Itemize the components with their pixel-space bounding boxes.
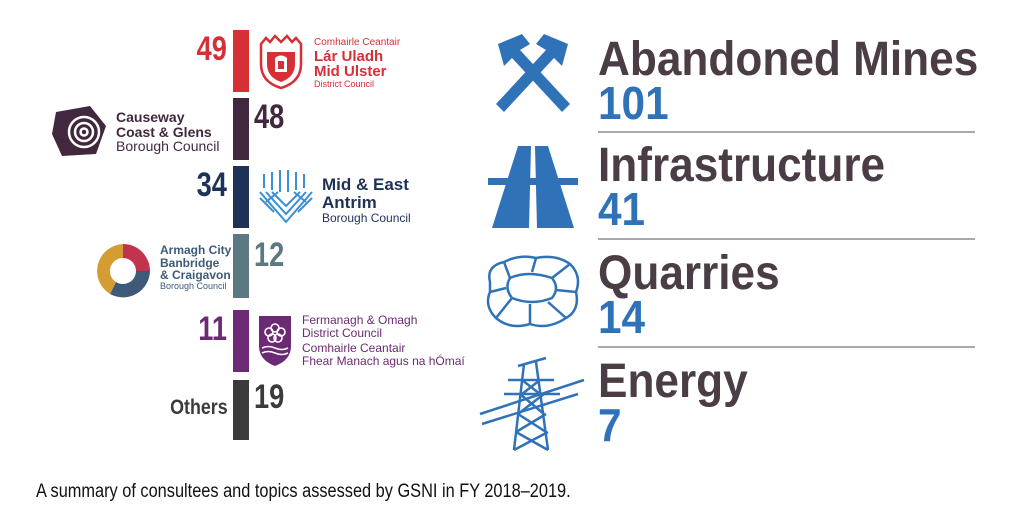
fermanagh-omagh-name: Fermanagh & Omagh District Council Comha…: [302, 314, 465, 367]
mid-ulster-line-1: Comhairle Ceantair: [314, 37, 401, 48]
mid-east-antrim-line-2: Antrim: [322, 192, 377, 212]
topic-value-energy: 7: [598, 399, 622, 451]
bar-others: [233, 380, 249, 440]
mid-ulster-crest-icon: [256, 34, 306, 95]
bar-fermanagh-omagh: [233, 310, 249, 372]
figure-caption: A summary of consultees and topics asses…: [36, 481, 571, 502]
mid-ulster-name: Comhairle Ceantair Lár Uladh Mid Ulster …: [314, 37, 401, 89]
bar-causeway: [233, 98, 249, 160]
fermanagh-omagh-line-2: District Council: [302, 325, 383, 340]
topic-label-quarries: Quarries: [598, 247, 780, 300]
armagh-line-2: Banbridge: [160, 255, 220, 270]
power-pylon-icon: [478, 354, 586, 457]
quarry-pit-icon: [480, 252, 584, 337]
divider-3: [598, 346, 975, 348]
count-others: 19: [254, 378, 285, 416]
fermanagh-omagh-line-4: Fhear Manach agus na hÓmaí: [302, 353, 465, 368]
mid-east-antrim-waves-icon: [256, 168, 316, 231]
road-icon: [488, 142, 578, 235]
topic-label-infrastructure: Infrastructure: [598, 139, 886, 192]
topic-value-infrastructure: 41: [598, 183, 646, 235]
divider-1: [598, 131, 975, 133]
bar-mid-ulster: [233, 30, 249, 92]
bar-mid-east-antrim: [233, 166, 249, 228]
fermanagh-omagh-crest-icon: [256, 312, 294, 373]
count-armagh: 12: [254, 236, 285, 274]
topic-label-energy: Energy: [598, 355, 748, 408]
count-mid-ulster: 49: [196, 30, 227, 68]
mid-ulster-line-4: District Council: [314, 79, 375, 89]
topic-value-quarries: 14: [598, 291, 646, 343]
count-fermanagh-omagh: 11: [198, 310, 227, 348]
causeway-swirl-icon: [50, 104, 108, 163]
causeway-line-1: Causeway: [116, 109, 185, 125]
crossed-hammers-icon: [492, 32, 574, 121]
mid-ulster-line-2: Lár Uladh: [314, 47, 384, 65]
mid-east-antrim-line-3: Borough Council: [322, 210, 411, 225]
causeway-line-3: Borough Council: [116, 138, 220, 155]
causeway-name: Causeway Coast & Glens Borough Council: [116, 110, 220, 154]
armagh-name: Armagh City Banbridge & Craigavon Boroug…: [160, 244, 231, 291]
count-mid-east-antrim: 34: [196, 166, 227, 204]
divider-2: [598, 238, 975, 240]
topic-label-abandoned-mines: Abandoned Mines: [598, 33, 979, 86]
others-label: Others: [170, 396, 228, 419]
bar-armagh: [233, 234, 249, 298]
causeway-line-2: Coast & Glens: [116, 123, 212, 140]
armagh-ring-icon: [92, 240, 154, 307]
fermanagh-omagh-line-1: Fermanagh & Omagh: [302, 313, 418, 327]
armagh-line-1: Armagh City: [160, 243, 232, 257]
fermanagh-omagh-line-3: Comhairle Ceantair: [302, 341, 406, 356]
topic-value-abandoned-mines: 101: [598, 77, 669, 129]
armagh-line-4: Borough Council: [160, 280, 227, 291]
mid-ulster-line-3: Mid Ulster: [314, 63, 387, 81]
mid-east-antrim-line-1: Mid & East: [322, 175, 409, 194]
count-causeway: 48: [254, 98, 285, 136]
armagh-line-3: & Craigavon: [160, 268, 231, 283]
mid-east-antrim-name: Mid & East Antrim Borough Council: [322, 176, 411, 224]
